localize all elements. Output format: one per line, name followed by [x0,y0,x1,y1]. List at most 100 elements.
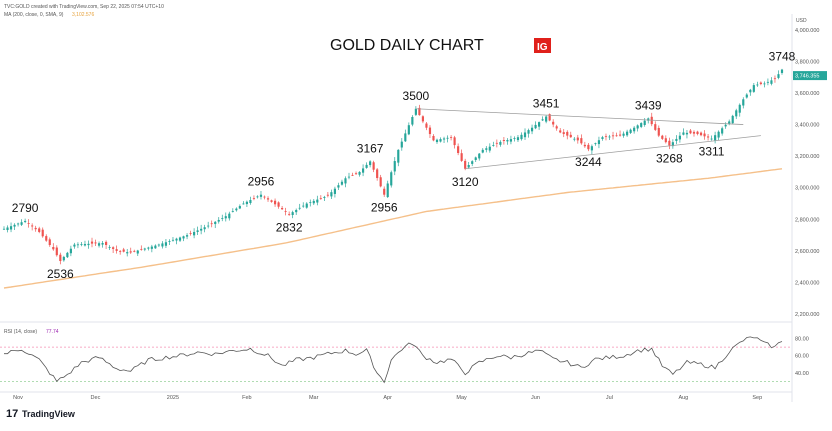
candle-body [41,229,44,237]
candle-body [354,173,358,175]
candle-body [55,247,58,256]
candle-body [516,137,520,141]
candle-body [326,194,329,196]
candle-body [273,200,277,205]
moving-average-line [3,168,783,289]
candle-body [369,161,372,166]
rsi-tick-label: 40.00 [795,371,809,377]
candle-body [340,181,344,185]
price-annotation: 3120 [452,175,479,189]
candle-body [302,205,305,207]
tradingview-logo-mark: 17 [6,408,18,420]
currency-label: USD [796,18,807,24]
candle-body [112,247,115,249]
candle-body [710,138,713,140]
candle-body [724,124,727,127]
rsi-tick-label: 80.00 [795,337,809,343]
price-annotation: 3439 [635,98,662,112]
candle-body [161,243,164,247]
candle-body [418,107,421,116]
candle-body [485,148,488,150]
candle-body [495,142,498,144]
candle-body [94,242,97,244]
candle-body [576,137,579,141]
candle-body [358,171,361,175]
candle-body [2,228,6,230]
candle-body [263,196,266,198]
candle-body [763,83,766,85]
candle-body [73,244,76,247]
candle-body [442,138,446,140]
candle-body [6,227,9,231]
candle-body [685,132,689,135]
last-price-tag [793,71,827,81]
candle-body [759,82,762,85]
candle-body [633,127,636,132]
candle-body [611,135,615,137]
time-axis-ticks: Nov Dec 2025 Feb Mar Apr May Jun Jul Aug Sep [13,395,762,401]
candle-body [108,246,111,248]
tradingview-brand: TradingView [22,409,76,419]
ma-legend-label: MA (200, close, 0, SMA, 9) [4,12,64,18]
candle-body [235,208,238,211]
rsi-legend-label: RSI (14, close) [4,329,37,335]
candle-body [703,133,706,137]
candle-body [474,157,477,160]
candle-body [231,211,234,212]
candle-body [407,125,410,135]
moving-average-layer [3,168,783,289]
price-annotation: 3451 [533,97,560,111]
time-tick-label: Feb [242,395,251,401]
candle-body [62,256,65,261]
candle-body [319,198,322,200]
price-annotation: 2536 [47,267,74,281]
rsi-legend-value: 77.74 [46,329,59,335]
candle-body [397,149,400,163]
price-tick-label: 3,800.000 [795,59,819,65]
candle-body [312,200,315,204]
price-annotation: 2956 [248,175,275,189]
ig-logo [534,38,551,53]
candle-body [59,254,62,262]
candle-body [566,131,569,136]
candle-body [266,198,270,200]
candle-body [636,125,639,129]
candle-body [766,81,770,83]
candle-body [601,137,604,139]
price-annotation: 2832 [276,220,303,234]
candle-body [562,132,565,135]
candle-body [256,196,259,198]
candle-body [506,140,509,142]
candle-body [439,139,442,142]
candle-body [347,176,351,178]
candle-body [499,141,502,145]
price-annotation: 3311 [699,145,725,159]
candle-body [492,145,495,146]
candle-body [309,202,312,204]
price-annotation: 3167 [357,141,384,155]
candle-body [228,213,231,219]
candle-body [538,122,541,127]
candle-body [699,132,703,136]
candle-body [618,134,622,136]
candle-body [464,160,467,169]
candle-body [721,128,724,134]
candle-body [27,223,30,224]
candle-body [481,149,484,153]
candle-body [217,219,220,222]
candle-body [706,136,710,138]
candle-body [193,231,196,236]
candle-body [520,134,523,140]
candle-body [284,210,287,212]
candle-body [175,238,178,241]
candle-body [115,249,118,251]
candle-body [756,84,759,86]
time-tick-label: Apr [383,395,392,401]
candle-body [171,239,175,241]
candle-body [38,228,41,232]
candle-body [449,137,453,138]
candle-body [66,252,69,258]
candle-body [140,248,143,250]
candle-body [390,172,393,186]
